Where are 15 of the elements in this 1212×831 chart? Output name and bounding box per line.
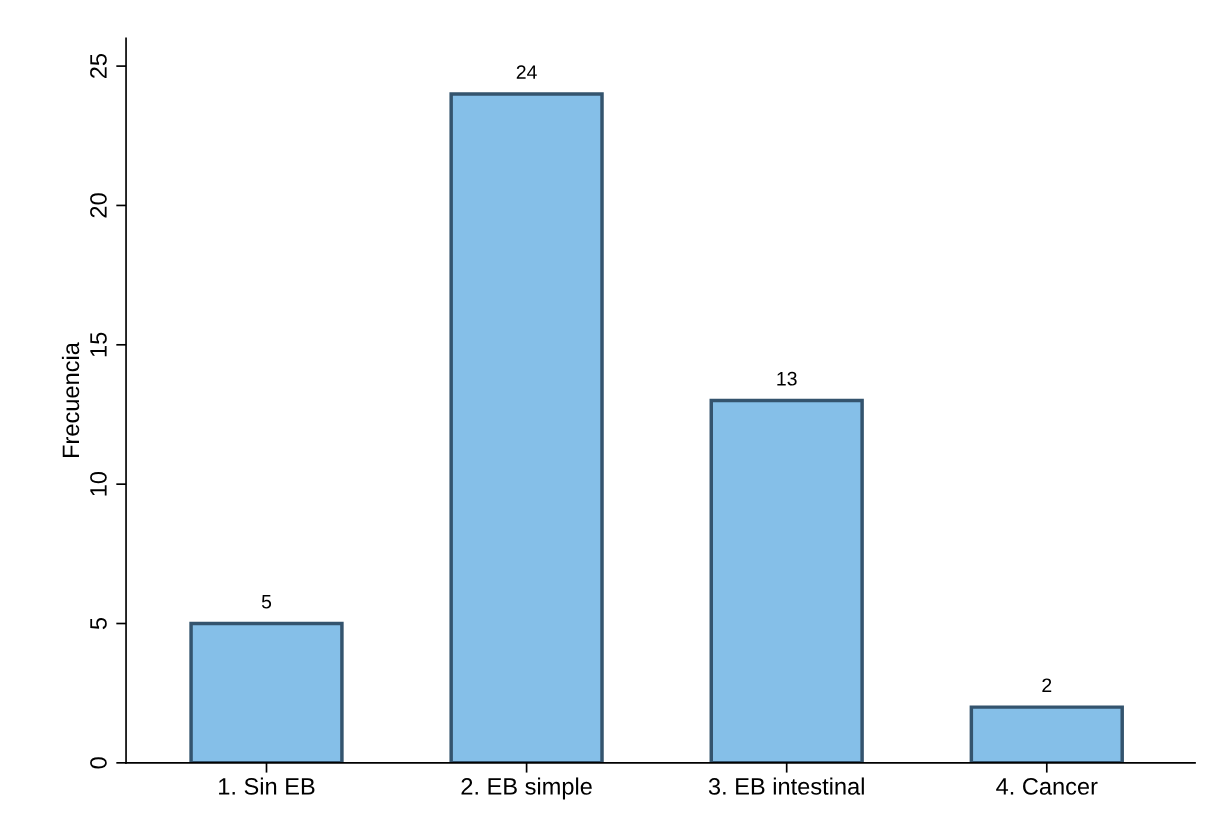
- x-tick-label: 1. Sin EB: [219, 777, 315, 795]
- x-tick-label: 3. EB intestinal: [708, 777, 864, 795]
- y-axis-title: Frecuencia: [61, 342, 80, 457]
- x-tick-label: 4. Cancer: [996, 778, 1098, 795]
- y-tick-label: 10: [90, 471, 107, 496]
- y-tick-label: 15: [90, 332, 107, 357]
- data-label: 5: [261, 594, 272, 609]
- y-tick-label: 0: [90, 757, 107, 769]
- data-label: 13: [777, 371, 797, 386]
- y-tick-label: 5: [90, 617, 107, 630]
- data-label: 24: [516, 65, 537, 79]
- data-label: 2: [1042, 678, 1052, 692]
- x-tick-label: 2. EB simple: [461, 777, 592, 800]
- y-tick-label: 20: [90, 193, 107, 218]
- y-tick-label: 25: [90, 53, 107, 79]
